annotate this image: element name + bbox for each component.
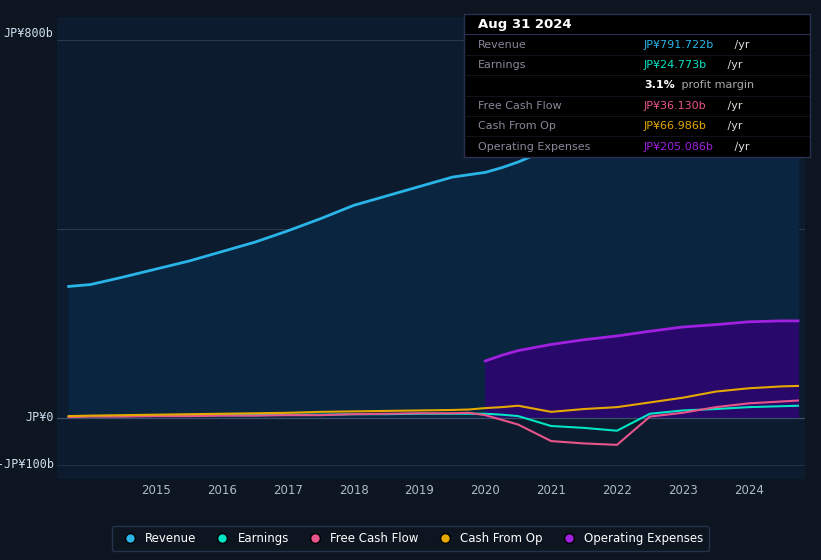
Text: /yr: /yr — [732, 142, 750, 152]
Text: 3.1%: 3.1% — [644, 81, 675, 90]
Text: Cash From Op: Cash From Op — [478, 121, 556, 131]
Text: JP¥36.130b: JP¥36.130b — [644, 101, 707, 111]
Text: /yr: /yr — [724, 121, 742, 131]
Text: JP¥791.722b: JP¥791.722b — [644, 40, 714, 50]
Text: JP¥800b: JP¥800b — [4, 27, 53, 40]
Text: /yr: /yr — [724, 101, 742, 111]
Text: JP¥24.773b: JP¥24.773b — [644, 60, 707, 70]
Legend: Revenue, Earnings, Free Cash Flow, Cash From Op, Operating Expenses: Revenue, Earnings, Free Cash Flow, Cash … — [112, 526, 709, 551]
Text: Earnings: Earnings — [478, 60, 526, 70]
Text: Revenue: Revenue — [478, 40, 526, 50]
Text: Free Cash Flow: Free Cash Flow — [478, 101, 562, 111]
Text: -JP¥100b: -JP¥100b — [0, 458, 53, 471]
Text: JP¥205.086b: JP¥205.086b — [644, 142, 714, 152]
Text: profit margin: profit margin — [678, 81, 754, 90]
Text: /yr: /yr — [732, 40, 750, 50]
Text: Aug 31 2024: Aug 31 2024 — [478, 18, 571, 31]
Text: JP¥66.986b: JP¥66.986b — [644, 121, 707, 131]
Text: Operating Expenses: Operating Expenses — [478, 142, 590, 152]
Text: JP¥0: JP¥0 — [25, 411, 53, 424]
Text: /yr: /yr — [724, 60, 742, 70]
